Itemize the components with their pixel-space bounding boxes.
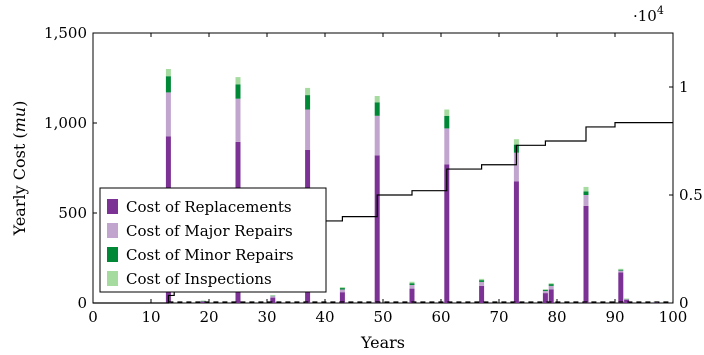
- legend-label-inspections: Cost of Inspections: [126, 270, 272, 288]
- bar-inspections-4: [305, 87, 311, 96]
- bar-replacements-3: [270, 297, 276, 303]
- bar-replacements-10: [513, 181, 519, 303]
- bar-major-4: [305, 109, 311, 150]
- y2-axis-ticks: 00.51: [669, 78, 703, 312]
- legend-swatch-major: [107, 223, 118, 238]
- y-axis-title-prefix: Yearly Cost (: [10, 132, 29, 236]
- bar-minor-0: [165, 76, 171, 93]
- bar-inspections-7: [409, 281, 415, 284]
- y-axis-ticks: 0 500 1,000 1,500: [44, 24, 97, 312]
- x-tick-label-0: 0: [88, 308, 98, 326]
- legend-swatch-replacements: [107, 199, 118, 214]
- bar-inspections-12: [548, 283, 554, 285]
- bar-inspections-11: [542, 289, 548, 290]
- y-tick-label-0: 0: [77, 294, 87, 312]
- bar-inspections-9: [479, 278, 485, 281]
- y2-tick-label-0: 0: [679, 294, 689, 312]
- bar-replacements-5: [339, 292, 345, 303]
- bar-major-3: [270, 296, 276, 298]
- legend-swatch-inspections: [107, 271, 118, 286]
- bar-replacements-6: [374, 155, 380, 303]
- x-tick-label-80: 80: [547, 308, 566, 326]
- bar-inspections-2: [235, 77, 241, 85]
- x-tick-label-10: 10: [141, 308, 160, 326]
- bar-major-10: [513, 152, 519, 182]
- y-tick-label-500: 500: [58, 204, 87, 222]
- y-tick-label-1500: 1,500: [44, 24, 87, 42]
- y-tick-label-1000: 1,000: [44, 114, 87, 132]
- x-tick-label-40: 40: [315, 308, 334, 326]
- bar-inspections-13: [583, 186, 589, 192]
- bar-minor-9: [479, 280, 485, 282]
- bar-minor-3: [270, 295, 276, 297]
- legend-label-major: Cost of Major Repairs: [126, 222, 293, 240]
- x-tick-label-90: 90: [605, 308, 624, 326]
- bar-minor-7: [409, 283, 415, 285]
- bar-inspections-8: [444, 109, 450, 116]
- bar-replacements-1: [200, 301, 206, 303]
- bar-major-5: [339, 289, 345, 293]
- y2-multiplier-base: ·10: [633, 7, 657, 25]
- legend-label-replacements: Cost of Replacements: [126, 198, 292, 216]
- bar-inspections-15: [624, 298, 630, 299]
- bar-inspections-5: [339, 287, 345, 289]
- bar-major-15: [624, 299, 630, 300]
- bar-major-12: [548, 285, 554, 290]
- bar-replacements-11: [542, 293, 548, 303]
- y2-multiplier: ·104: [633, 4, 664, 25]
- x-axis-ticks: 0 10 20 30 40 50 60 70 80 90 100: [88, 33, 687, 326]
- bar-minor-14: [618, 269, 624, 271]
- bar-replacements-12: [548, 289, 554, 303]
- bar-major-11: [542, 290, 548, 294]
- x-tick-label-50: 50: [373, 308, 392, 326]
- y-axis-title-unit: mu: [10, 107, 29, 132]
- bar-minor-8: [444, 115, 450, 129]
- x-tick-label-30: 30: [257, 308, 276, 326]
- legend-box: [99, 187, 327, 293]
- bar-replacements-7: [409, 288, 415, 303]
- bar-inspections-1: [200, 300, 206, 302]
- bar-minor-4: [305, 95, 311, 110]
- bar-inspections-0: [165, 69, 171, 77]
- bar-inspections-3: [270, 295, 276, 296]
- bar-minor-5: [339, 288, 345, 290]
- bar-major-8: [444, 128, 450, 165]
- bar-minor-11: [542, 289, 548, 291]
- bar-major-7: [409, 285, 415, 289]
- bar-minor-6: [374, 102, 380, 116]
- x-tick-label-20: 20: [199, 308, 218, 326]
- legend-label-minor: Cost of Minor Repairs: [126, 246, 294, 264]
- bar-major-13: [583, 195, 589, 206]
- y2-tick-label-1: 0.5: [679, 186, 703, 204]
- bar-inspections-10: [513, 139, 519, 145]
- bar-major-2: [235, 98, 241, 142]
- bar-major-6: [374, 115, 380, 156]
- bar-major-0: [165, 92, 171, 137]
- bar-minor-12: [548, 284, 554, 286]
- x-tick-label-60: 60: [431, 308, 450, 326]
- bar-minor-2: [235, 84, 241, 99]
- y-axis-title: Yearly Cost (mu): [10, 101, 29, 237]
- x-tick-label-70: 70: [489, 308, 508, 326]
- bar-replacements-13: [583, 205, 589, 303]
- bar-inspections-6: [374, 96, 380, 103]
- bar-replacements-16: [653, 302, 659, 303]
- legend: Cost of Replacements Cost of Major Repair…: [99, 187, 327, 293]
- bar-replacements-9: [479, 285, 485, 303]
- y2-tick-label-2: 1: [679, 78, 689, 96]
- bar-major-9: [479, 281, 485, 286]
- bar-major-14: [618, 270, 624, 273]
- x-axis-title: Years: [360, 333, 405, 352]
- bar-replacements-8: [444, 164, 450, 303]
- bar-replacements-15: [624, 299, 630, 303]
- y-axis-title-suffix: ): [10, 101, 29, 107]
- x-tick-label-100: 100: [659, 308, 688, 326]
- bar-minor-13: [583, 191, 589, 195]
- bar-replacements-14: [618, 272, 624, 303]
- bar-inspections-14: [618, 268, 624, 270]
- y2-multiplier-exp: 4: [657, 4, 664, 17]
- legend-swatch-minor: [107, 247, 118, 262]
